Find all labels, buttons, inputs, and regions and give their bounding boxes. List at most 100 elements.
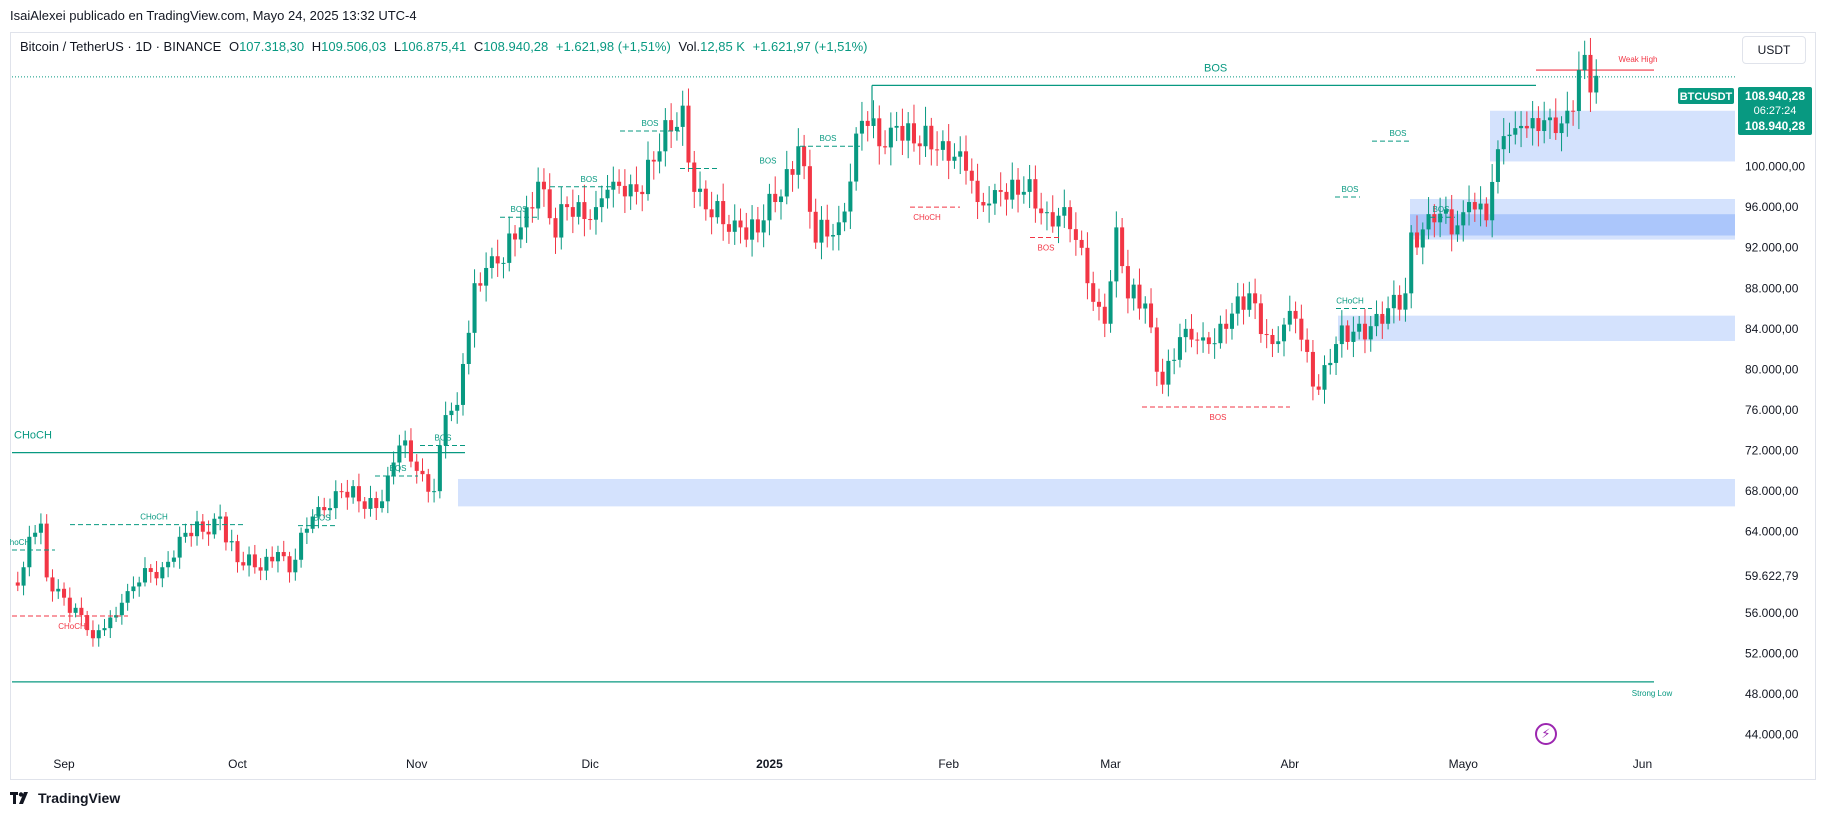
candle-body [1305,339,1310,352]
candle-body [1293,310,1298,319]
candle-body [356,486,361,502]
open-value: 107.318,30 [239,39,305,54]
high-label: H [311,39,322,54]
candle-body [1357,323,1362,332]
candle-body [1073,229,1078,240]
candle-body [1490,181,1495,221]
symbol-badge-label: BTCUSDT [1680,91,1733,103]
candle-body [854,133,859,182]
candle-body [726,224,731,232]
candle-body [1310,351,1315,387]
candle-body [160,567,165,579]
lightning-icon[interactable]: ⚡ [1535,723,1557,745]
candle-body [894,125,899,128]
candle-body [570,207,575,217]
candle-body [1461,212,1466,226]
currency-button[interactable]: USDT [1742,36,1806,64]
candle-body [1362,323,1367,340]
level-label: Strong Low [1632,689,1673,698]
candle-body [102,628,107,631]
candle-body [90,630,95,639]
candle-body [362,501,367,509]
candle-body [1559,123,1564,134]
structure-label: BOS [1390,129,1407,138]
open-label: O [228,39,240,54]
candle-body [223,516,228,543]
volume-value: 12,85 K [700,39,745,54]
candle-body [946,141,951,161]
candle-body [21,567,26,586]
candle-body [270,556,275,562]
y-tick-label: 56.000,00 [1745,606,1799,620]
candle-body [1524,125,1529,129]
candle-body [200,521,205,532]
candle-body [137,582,142,587]
candle-body [1351,331,1356,342]
candle-body [536,181,541,209]
structure-label: CHoCH [140,513,168,522]
symbol-title[interactable]: Bitcoin / TetherUS · 1D · BINANCE [20,39,222,54]
candle-body [709,209,714,218]
candle-body [1039,208,1044,214]
candle-body [1449,209,1454,235]
symbol-badge [1678,88,1734,104]
candle-body [1334,344,1339,363]
candle-body [1062,207,1067,216]
structure-label: BOS [435,434,452,443]
x-tick-label: Jun [1633,757,1652,771]
candle-body [1484,203,1489,221]
candle-body [1576,70,1581,112]
demand-zone [1338,315,1735,342]
candle-body [871,118,876,126]
candle-body [235,541,240,563]
candle-body [1420,229,1425,248]
candle-body [1553,117,1558,134]
candle-body [703,188,708,210]
candle-body [559,204,564,238]
candle-body [27,536,32,568]
candle-body [1050,212,1055,227]
candle-body [1565,110,1570,124]
structure-label: BOS [390,464,407,473]
candle-body [1258,303,1263,335]
candle-body [241,562,246,566]
candle-body [1478,203,1483,210]
candle-body [252,554,257,568]
candle-body [1281,324,1287,342]
candle-body [339,491,344,493]
tradingview-footer[interactable]: TradingView [10,790,120,806]
candle-body [518,227,523,240]
candle-body [1299,318,1304,340]
publisher-line: IsaiAlexei publicado en TradingView.com,… [10,8,417,23]
y-tick-label: 68.000,00 [1745,484,1799,498]
candle-body [212,518,217,535]
candle-body [1143,303,1148,309]
candle-body [900,125,905,141]
candle-body [622,185,627,197]
candle-body [935,149,940,151]
y-tick-label: 80.000,00 [1745,362,1799,376]
candle-body [1091,283,1096,302]
candle-body [807,166,812,212]
structure-label: CHoCH [58,622,86,631]
candle-body [1056,215,1061,227]
candle-body [85,615,90,631]
candle-body [657,151,662,162]
candle-body [640,191,645,195]
candle-body [1137,284,1142,309]
candle-body [310,516,315,529]
price-chart[interactable]: Weak High BOS CHoCH Strong Low BOS BOS BOS BOS B… [0,0,1826,780]
candle-body [582,202,587,220]
candle-body [484,267,489,286]
candle-body [917,143,922,147]
candle-body [79,607,84,616]
candle-body [1328,362,1333,366]
candle-body [992,190,997,204]
candle-body [1519,125,1524,129]
demand-zone [458,478,1735,507]
candle-body [802,146,807,167]
candle-body [634,184,639,192]
candle-body [963,151,969,171]
structure-label: BOS [760,157,777,166]
candle-body [1079,239,1084,248]
